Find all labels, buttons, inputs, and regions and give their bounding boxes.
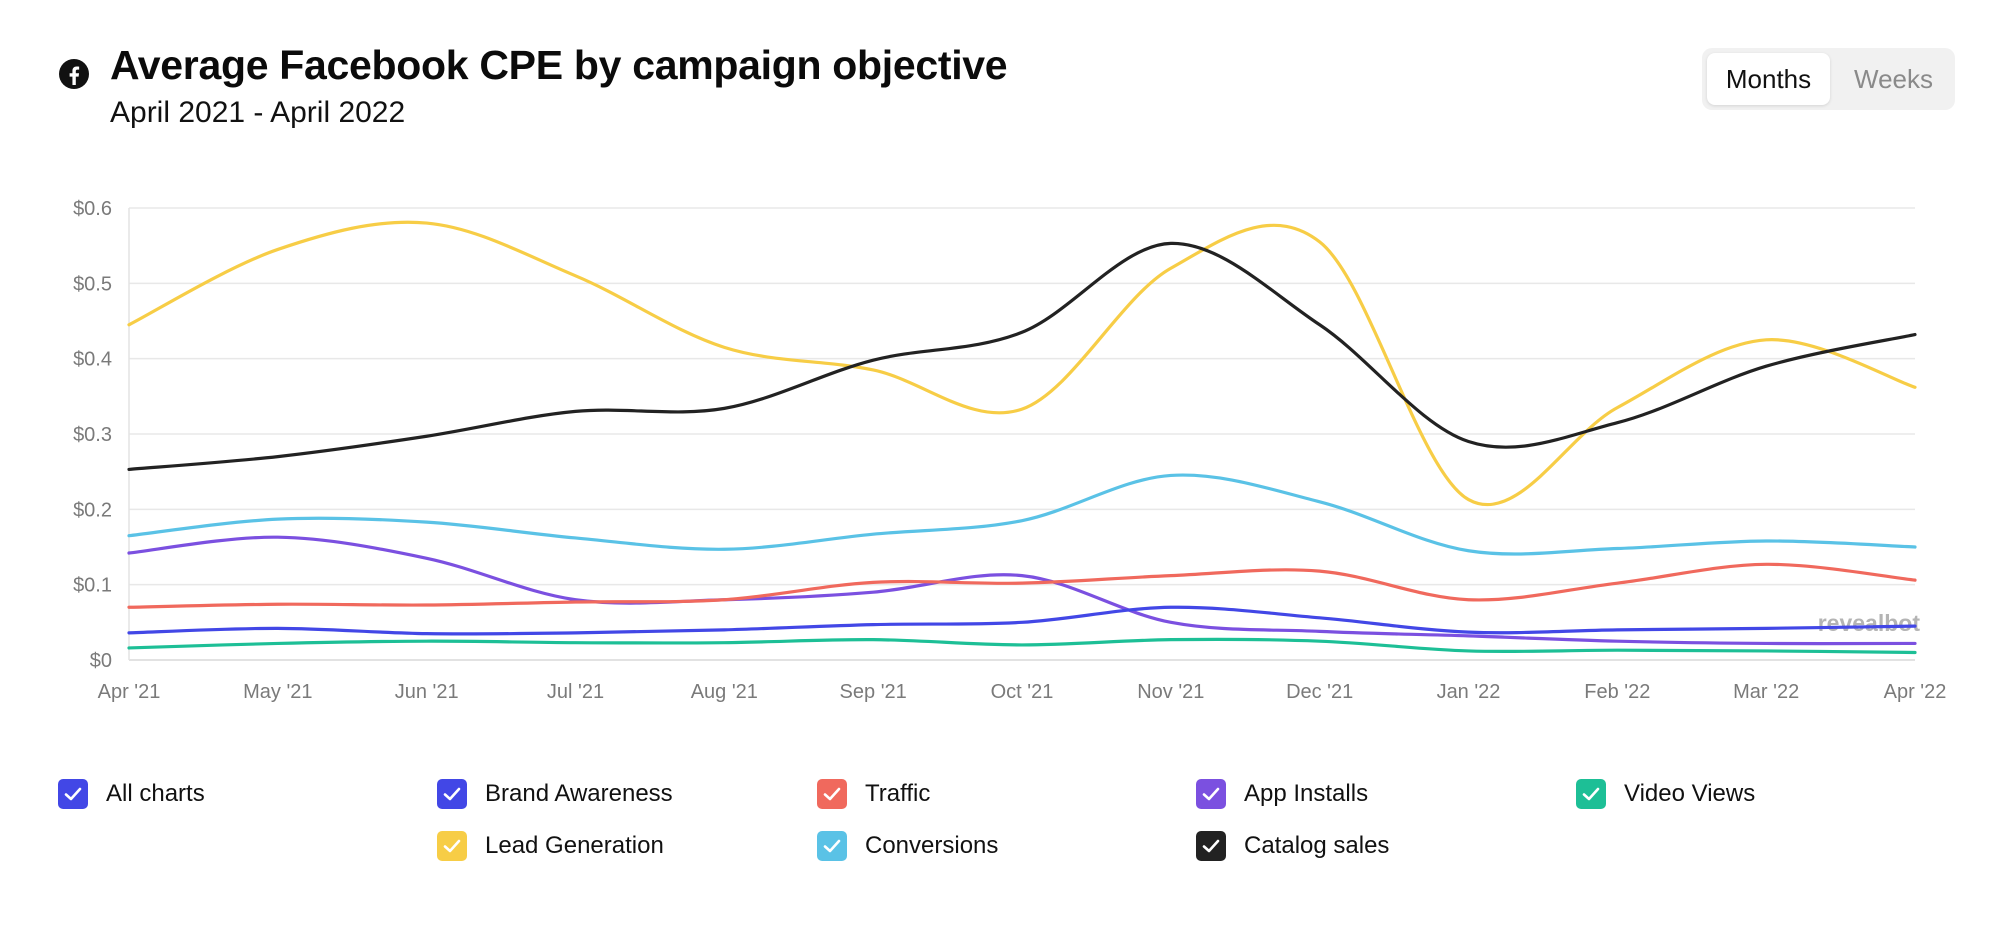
legend-checkbox[interactable]: [817, 779, 847, 809]
series-line-video-views: [127, 637, 1917, 655]
series-line-brand-awareness: [127, 605, 1917, 636]
months-toggle-button[interactable]: Months: [1707, 53, 1830, 105]
legend-label: Traffic: [865, 780, 931, 807]
legend-label: Conversions: [865, 832, 999, 859]
check-icon: [1582, 787, 1600, 801]
x-tick-label: Dec '21: [1286, 681, 1353, 703]
legend-label: Catalog sales: [1244, 832, 1390, 859]
weeks-toggle-button[interactable]: Weeks: [1854, 64, 1933, 94]
facebook-icon: [59, 59, 89, 89]
period-toggle: Months Weeks: [1702, 48, 1955, 110]
legend-label: All charts: [106, 780, 205, 807]
x-tick-label: Jun '21: [395, 681, 459, 703]
series-line-conversions: [127, 473, 1917, 556]
y-axis-ticks: $0 $0.1 $0.2 $0.3 $0.4 $0.5 $0.6: [73, 198, 112, 672]
y-tick-label: $0.4: [73, 349, 112, 371]
legend-checkbox[interactable]: [437, 779, 467, 809]
check-icon: [1202, 787, 1220, 801]
legend-checkbox[interactable]: [1196, 779, 1226, 809]
legend-checkbox[interactable]: [817, 831, 847, 861]
x-tick-label: Aug '21: [691, 681, 758, 703]
legend-checkbox[interactable]: [1196, 831, 1226, 861]
check-icon: [443, 839, 461, 853]
x-tick-label: Jul '21: [547, 681, 604, 703]
legend-label: Lead Generation: [485, 832, 664, 859]
line-chart: $0 $0.1 $0.2 $0.3 $0.4 $0.5 $0.6 Apr '21 May '2…: [73, 198, 1947, 703]
legend-checkbox[interactable]: [437, 831, 467, 861]
x-tick-label: Feb '22: [1584, 681, 1650, 703]
x-tick-label: Apr '21: [98, 681, 161, 703]
series-line-lead-generation: [127, 220, 1917, 507]
x-tick-label: Nov '21: [1137, 681, 1204, 703]
x-tick-label: Oct '21: [991, 681, 1054, 703]
y-tick-label: $0.1: [73, 575, 112, 597]
series-lines: [127, 220, 1917, 655]
x-tick-label: Sep '21: [840, 681, 907, 703]
chart-title: Average Facebook CPE by campaign objecti…: [110, 42, 1008, 88]
legend-checkbox[interactable]: [1576, 779, 1606, 809]
check-icon: [823, 839, 841, 853]
series-line-traffic: [127, 562, 1917, 609]
legend-label: Brand Awareness: [485, 780, 673, 807]
y-tick-label: $0.6: [73, 198, 112, 220]
legend-label: App Installs: [1244, 780, 1369, 807]
grid-lines: [128, 207, 1915, 661]
revealbot-watermark: revealbot: [1818, 610, 1921, 636]
legend-label: Video Views: [1624, 780, 1756, 807]
y-tick-label: $0: [90, 650, 112, 672]
series-line-catalog-sales: [127, 241, 1917, 472]
y-tick-label: $0.2: [73, 499, 112, 521]
y-tick-label: $0.3: [73, 424, 112, 446]
check-icon: [64, 787, 82, 801]
chart-subtitle: April 2021 - April 2022: [110, 96, 406, 129]
check-icon: [1202, 839, 1220, 853]
x-tick-label: Jan '22: [1437, 681, 1501, 703]
x-tick-label: Mar '22: [1733, 681, 1799, 703]
y-tick-label: $0.5: [73, 273, 112, 295]
x-tick-label: May '21: [243, 681, 312, 703]
check-icon: [823, 787, 841, 801]
check-icon: [443, 787, 461, 801]
series-line-app-installs: [127, 535, 1917, 646]
x-tick-label: Apr '22: [1884, 681, 1947, 703]
legend-checkbox[interactable]: [58, 779, 88, 809]
x-axis-ticks: Apr '21 May '21 Jun '21 Jul '21 Aug '21 Sep '…: [98, 681, 1947, 703]
